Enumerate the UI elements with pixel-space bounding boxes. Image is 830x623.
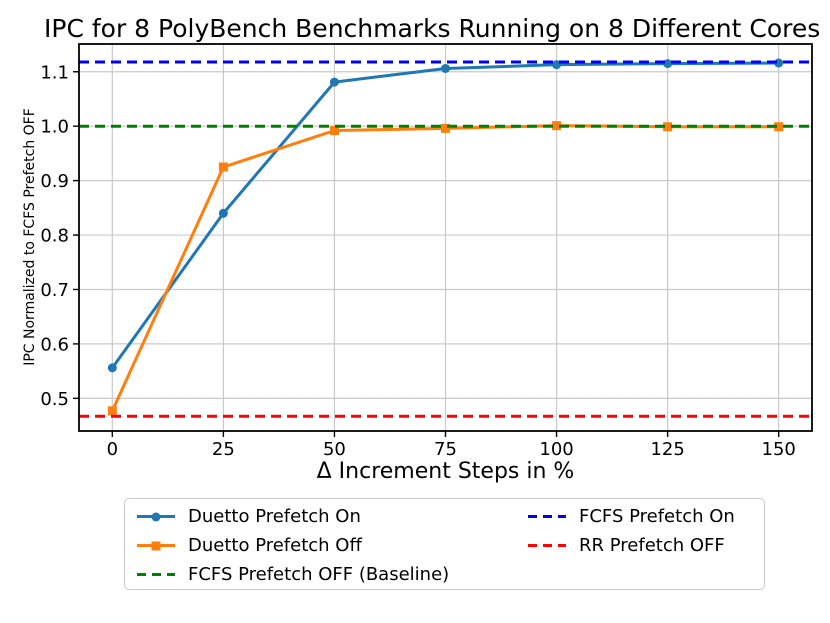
y-tick-label: 0.5: [40, 389, 69, 410]
legend-swatch-line-square-icon: [137, 537, 175, 555]
legend-swatch-dashed-icon: [137, 566, 175, 584]
data-point-circle: [552, 60, 562, 70]
legend-label: Duetto Prefetch Off: [188, 535, 362, 556]
legend-swatch-line-circle-icon: [137, 508, 175, 526]
data-point-square: [774, 122, 784, 132]
dashed-line-swatch-icon: [528, 514, 566, 519]
circle-marker-icon: [151, 512, 161, 521]
data-point-square: [552, 121, 562, 131]
data-point-circle: [218, 208, 228, 218]
plot-area: 0 25 50 75 100 125 150 0.5 0.6 0.7 0.8 0.9 1.0 1.1: [40, 43, 813, 460]
y-tick-label: 0.8: [40, 226, 69, 247]
y-tick-label: 1.1: [40, 62, 69, 83]
legend-label: RR Prefetch OFF: [579, 535, 725, 556]
legend-column-1: Duetto Prefetch On Duetto Prefetch Off F…: [137, 502, 449, 589]
data-point-square: [107, 406, 117, 416]
x-tick-label: 75: [434, 439, 457, 460]
legend-label: Duetto Prefetch On: [188, 506, 361, 527]
x-tick-label: 100: [539, 439, 573, 460]
legend-item-fcfs-prefetch-on: FCFS Prefetch On: [528, 502, 735, 531]
dashed-line-swatch-icon: [137, 572, 175, 577]
data-point-square: [329, 126, 339, 136]
legend-item-rr-prefetch-off: RR Prefetch OFF: [528, 531, 735, 560]
legend-swatch-dashed-icon: [528, 537, 566, 555]
y-tick-label: 0.6: [40, 334, 69, 355]
legend-label: FCFS Prefetch On: [579, 506, 735, 527]
legend-item-fcfs-prefetch-off-baseline: FCFS Prefetch OFF (Baseline): [137, 560, 449, 589]
data-point-circle: [107, 363, 117, 373]
legend-label: FCFS Prefetch OFF (Baseline): [188, 564, 450, 585]
x-axis-label: Δ Increment Steps in %: [316, 459, 575, 484]
data-point-square: [663, 122, 673, 132]
chart-title: IPC for 8 PolyBench Benchmarks Running o…: [44, 14, 821, 43]
legend-column-2: FCFS Prefetch On RR Prefetch OFF: [528, 502, 735, 560]
legend-item-duetto-prefetch-on: Duetto Prefetch On: [137, 502, 449, 531]
data-point-square: [441, 123, 450, 133]
legend-item-duetto-prefetch-off: Duetto Prefetch Off: [137, 531, 449, 560]
y-tick-label: 1.0: [40, 117, 69, 138]
y-tick-label: 0.9: [40, 171, 69, 192]
legend: Duetto Prefetch On Duetto Prefetch Off F…: [124, 498, 765, 590]
data-point-circle: [441, 63, 450, 73]
x-tick-label: 25: [212, 439, 235, 460]
y-tick-label: 0.7: [40, 280, 69, 301]
x-tick-label: 125: [650, 439, 684, 460]
data-point-circle: [663, 59, 673, 69]
data-point-square: [218, 162, 228, 172]
x-tick-label: 0: [107, 439, 118, 460]
data-point-circle: [329, 77, 339, 87]
square-marker-icon: [151, 541, 161, 550]
x-tick-label: 50: [323, 439, 346, 460]
x-tick-label: 150: [762, 439, 796, 460]
legend-swatch-dashed-icon: [528, 508, 566, 526]
dashed-line-swatch-icon: [528, 543, 566, 548]
y-axis-label: IPC Normalized to FCFS Prefetch OFF: [22, 108, 38, 366]
